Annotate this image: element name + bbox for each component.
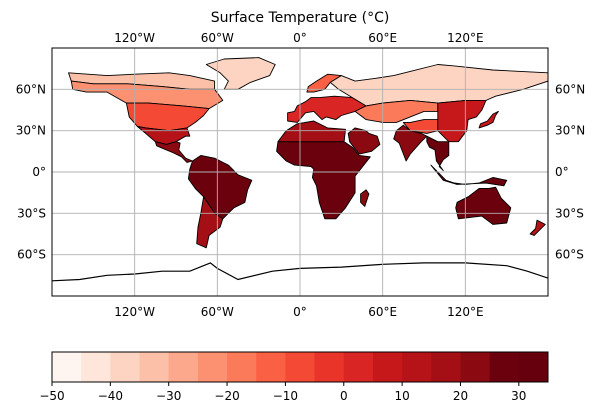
lat-tick-label-left: 30°N [16, 124, 46, 138]
colorbar-segment [256, 352, 286, 382]
region-china [437, 99, 487, 143]
region-australia [455, 186, 512, 225]
colorbar-segment [168, 352, 199, 382]
colorbar-tick-label: 30 [511, 389, 526, 403]
region-indonesia [430, 164, 508, 187]
lon-tick-label-bottom: 120°W [114, 305, 155, 319]
colorbar-segment [52, 352, 82, 382]
colorbar-ticks: −50 −40 −30 −20 −10 0 10 20 30 [39, 382, 526, 403]
colorbar-segment [518, 352, 549, 382]
region-madagascar [360, 189, 370, 207]
colorbar-segment [285, 352, 315, 382]
lon-tick-labels-bottom: 120°W 60°W 0° 60°E 120°E [114, 305, 483, 319]
colorbar-tick-label: 10 [394, 389, 409, 403]
land-layer [68, 57, 548, 249]
lon-tick-labels-top: 120°W 60°W 0° 60°E 120°E [114, 31, 483, 45]
lat-tick-label-right: 60°S [555, 248, 584, 262]
lat-tick-label-right: 60°N [555, 82, 585, 96]
lat-tick-label-right: 0° [555, 165, 569, 179]
gridlines [52, 48, 548, 296]
region-south-america-south [196, 196, 224, 249]
region-greenland [205, 57, 276, 90]
region-south-america [187, 155, 253, 220]
colorbar-segment [81, 352, 111, 382]
colorbar-segment [489, 352, 520, 382]
colorbar-segment [402, 352, 432, 382]
colorbar-tick-label: 0 [340, 389, 348, 403]
region-north-america-mid [125, 102, 210, 132]
colorbar-tick-label: −10 [273, 389, 298, 403]
lon-tick-label-bottom: 0° [293, 305, 307, 319]
lon-tick-label-top: 60°E [368, 31, 397, 45]
region-southeast-asia [426, 135, 450, 172]
colorbar-tick-label: −40 [98, 389, 123, 403]
colorbar-segment [197, 352, 228, 382]
antarctica-coastline [52, 262, 548, 282]
lat-tick-label-left: 0° [32, 165, 46, 179]
region-africa-north [277, 120, 346, 143]
region-arabia [347, 127, 381, 155]
map-axes: 120°W 60°W 0° 60°E 120°E 120°W 60°W 0° 60°E 120°… [16, 31, 586, 319]
colorbar-tick-label: −20 [214, 389, 239, 403]
lon-tick-label-top: 60°W [201, 31, 234, 45]
lat-tick-label-left: 30°S [17, 206, 46, 220]
region-japan [478, 110, 499, 129]
lat-tick-label-right: 30°N [555, 124, 585, 138]
colorbar-segments [52, 352, 549, 382]
region-central-asia [354, 99, 439, 123]
lat-tick-label-right: 30°S [555, 206, 584, 220]
colorbar-segment [227, 352, 257, 382]
lon-tick-label-top: 120°W [114, 31, 155, 45]
map-frame [51, 47, 549, 297]
colorbar-segment [139, 352, 170, 382]
colorbar-frame [51, 351, 549, 383]
colorbar-segment [372, 352, 403, 382]
map-title: Surface Temperature (°C) [211, 10, 390, 26]
colorbar: −50 −40 −30 −20 −10 0 10 20 30 [39, 351, 549, 403]
lon-tick-label-top: 0° [293, 31, 307, 45]
colorbar-segment [460, 352, 491, 382]
colorbar-tick-label: 20 [453, 389, 468, 403]
lon-tick-label-bottom: 60°E [368, 305, 397, 319]
coastline-layer [52, 262, 548, 282]
colorbar-segment [431, 352, 461, 382]
lon-tick-label-bottom: 120°E [447, 305, 484, 319]
colorbar-tick-label: −50 [39, 389, 64, 403]
lat-tick-labels-right: 60°N 30°N 0° 30°S 60°S [555, 82, 585, 261]
lat-tick-label-left: 60°S [17, 248, 46, 262]
lat-tick-labels-left: 60°N 30°N 0° 30°S 60°S [16, 82, 46, 261]
region-new-zealand [529, 219, 546, 236]
lon-tick-label-bottom: 60°W [201, 305, 234, 319]
colorbar-segment [314, 352, 345, 382]
colorbar-tick-label: −30 [156, 389, 181, 403]
lon-tick-label-top: 120°E [447, 31, 484, 45]
colorbar-segment [343, 352, 374, 382]
lat-tick-label-left: 60°N [16, 82, 46, 96]
colorbar-segment [110, 352, 140, 382]
